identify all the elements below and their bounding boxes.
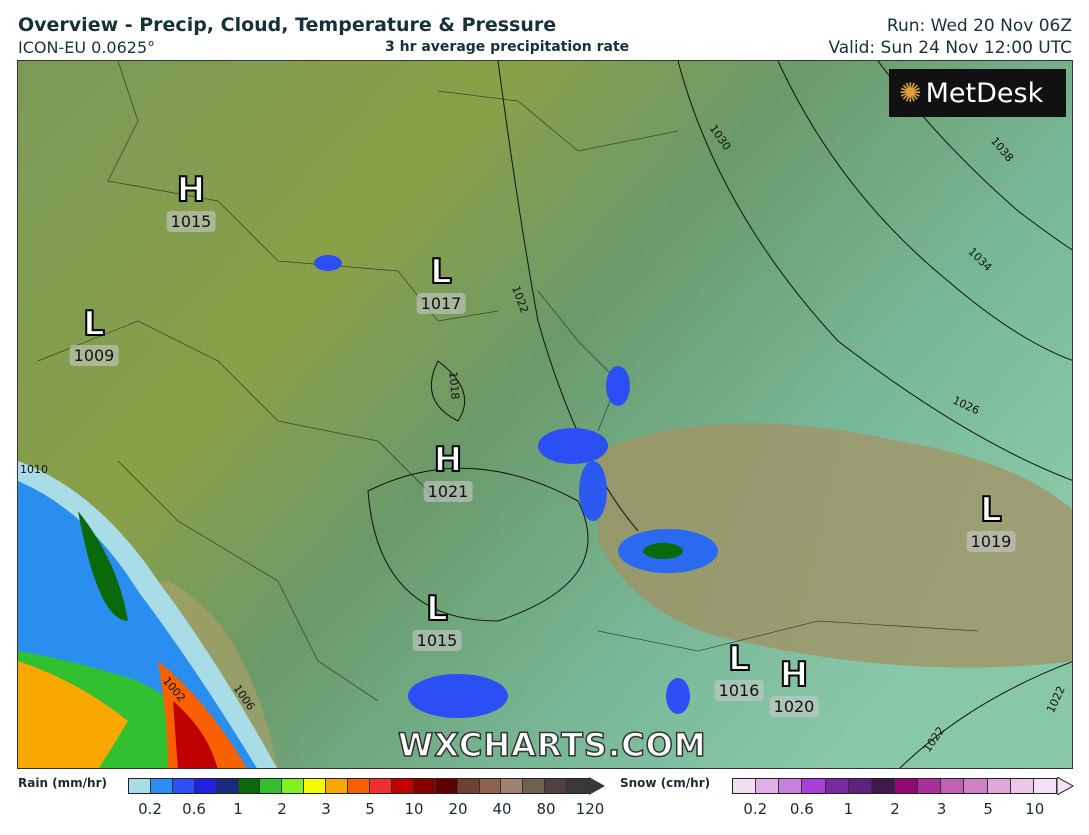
colorbar-tick: 40 <box>492 800 512 818</box>
colorbar-tick: 0.2 <box>138 800 162 818</box>
run-time: Run: Wed 20 Nov 06Z <box>886 16 1072 36</box>
colorbar-swatch <box>150 779 173 793</box>
model-label: ICON-EU 0.0625° <box>18 38 156 57</box>
colorbar-swatch <box>1033 779 1057 793</box>
colorbar-swatch <box>733 779 757 793</box>
subtitle: 3 hr average precipitation rate <box>385 39 630 55</box>
pressure-high: H 1015 <box>166 172 216 232</box>
isobar-label: 1010 <box>20 463 48 476</box>
rain-colorbar <box>128 778 590 794</box>
colorbar-swatch <box>825 779 849 793</box>
colorbar-tick: 5 <box>983 800 993 818</box>
metdesk-logo: ✺ MetDesk <box>889 69 1066 117</box>
watermark: WXCHARTS.COM <box>397 725 707 765</box>
pressure-low: L 1019 <box>966 492 1016 552</box>
rain-legend-label: Rain (mm/hr) <box>18 776 107 790</box>
colorbar-swatch <box>260 779 283 793</box>
colorbar-swatch <box>1010 779 1034 793</box>
colorbar-swatch <box>848 779 872 793</box>
pressure-high: H 1020 <box>769 657 819 717</box>
map-background <box>18 61 1072 768</box>
colorbar-swatch <box>457 779 480 793</box>
colorbar-swatch <box>964 779 988 793</box>
rain-colorbar-arrow <box>589 777 605 795</box>
colorbar-swatch <box>326 779 349 793</box>
colorbar-swatch <box>479 779 502 793</box>
colorbar-swatch <box>987 779 1011 793</box>
colorbar-swatch <box>802 779 826 793</box>
pressure-low: L 1009 <box>69 306 119 366</box>
snow-colorbar-arrow <box>1057 777 1075 795</box>
colorbar-tick: 0.6 <box>789 800 814 818</box>
colorbar-swatch <box>304 779 327 793</box>
colorbar-swatch <box>941 779 965 793</box>
colorbar-swatch <box>238 779 261 793</box>
colorbar-swatch <box>348 779 370 793</box>
colorbar-swatch <box>369 779 392 793</box>
weather-map: ✺ MetDesk WXCHARTS.COM H 1015 L 1017 L 1009 … <box>17 60 1073 769</box>
colorbar-tick: 1 <box>233 800 243 818</box>
colorbar-swatch <box>129 779 151 793</box>
colorbar-tick: 0.6 <box>182 800 206 818</box>
colorbar-swatch <box>567 779 590 793</box>
colorbar-swatch <box>871 779 895 793</box>
colorbar-tick: 1 <box>843 800 854 818</box>
colorbar-swatch <box>194 779 217 793</box>
pressure-low: L 1015 <box>412 591 462 651</box>
colorbar-tick: 10 <box>404 800 424 818</box>
isobar-label: 1018 <box>446 370 462 401</box>
snow-colorbar <box>732 778 1058 794</box>
colorbar-tick: 2 <box>277 800 287 818</box>
colorbar-tick: 2 <box>890 800 900 818</box>
colorbar-swatch <box>391 779 414 793</box>
colorbar-tick: 10 <box>1025 800 1045 818</box>
colorbar-tick: 120 <box>575 800 605 818</box>
colorbar-tick: 80 <box>536 800 556 818</box>
pressure-high: H 1021 <box>423 442 473 502</box>
colorbar-tick: 20 <box>448 800 468 818</box>
colorbar-tick: 3 <box>936 800 947 818</box>
colorbar-swatch <box>216 779 239 793</box>
colorbar-tick: 3 <box>321 800 331 818</box>
pressure-low: L 1017 <box>416 254 466 314</box>
colorbar-tick: 5 <box>365 800 375 818</box>
colorbar-swatch <box>756 779 780 793</box>
colorbar-swatch <box>894 779 919 793</box>
colorbar-swatch <box>918 779 942 793</box>
colorbar-tick: 0.2 <box>743 800 768 818</box>
colorbar-swatch <box>282 779 305 793</box>
precipitation <box>18 255 718 768</box>
logo-sunburst-icon: ✺ <box>899 77 922 109</box>
colorbar-swatch <box>435 779 458 793</box>
pressure-low: L 1016 <box>714 641 764 701</box>
snow-legend-label: Snow (cm/hr) <box>620 776 711 790</box>
valid-time: Valid: Sun 24 Nov 12:00 UTC <box>828 38 1072 58</box>
colorbar-swatch <box>172 779 195 793</box>
colorbar-swatch <box>501 779 524 793</box>
colorbar-swatch <box>523 779 546 793</box>
chart-title: Overview - Precip, Cloud, Temperature & … <box>18 14 557 36</box>
colorbar-swatch <box>779 779 803 793</box>
colorbar-swatch <box>545 779 568 793</box>
colorbar-swatch <box>413 779 436 793</box>
